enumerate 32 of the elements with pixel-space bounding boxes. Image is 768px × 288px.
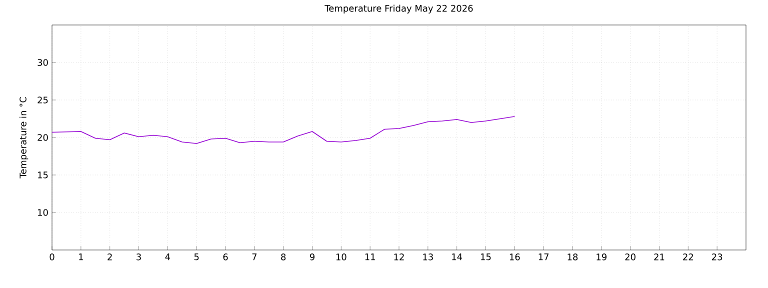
x-tick-label: 8 — [281, 254, 286, 260]
line-series — [52, 116, 516, 144]
x-tick-label: 19 — [596, 254, 607, 260]
x-tick-label: 4 — [165, 254, 170, 260]
y-axis-title: Temperature in °C — [19, 97, 28, 178]
x-tick-label: 0 — [50, 254, 54, 260]
x-tick-label: 15 — [481, 254, 491, 260]
x-tick-label: 1 — [79, 254, 83, 260]
x-tick-label: 6 — [223, 254, 228, 260]
y-tick-label: 15 — [38, 172, 48, 178]
x-tick-label: 13 — [423, 254, 433, 260]
x-tick-label: 18 — [568, 254, 578, 260]
x-tick-label: 5 — [194, 254, 199, 260]
y-tick-label: 25 — [38, 96, 48, 104]
x-tick-label: 22 — [683, 254, 693, 260]
x-tick-label: 23 — [712, 254, 722, 260]
x-tick-label: 17 — [538, 254, 549, 260]
x-tick-label: 3 — [136, 254, 141, 260]
x-tick-label: 11 — [365, 254, 375, 260]
x-tick-label: 12 — [394, 254, 404, 260]
x-tick-label: 2 — [108, 254, 112, 260]
x-tick-label: 21 — [654, 254, 664, 260]
x-tick-label: 7 — [252, 254, 257, 260]
y-tick-label: 30 — [38, 59, 48, 66]
y-tick-label: 10 — [38, 209, 48, 216]
x-tick-label: 16 — [510, 254, 520, 260]
x-tick-label: 20 — [625, 254, 636, 260]
x-tick-label: 14 — [452, 254, 462, 260]
y-tick-label: 20 — [38, 134, 48, 141]
chart-title: Temperature Friday May 22 2026 — [324, 4, 473, 14]
x-tick-label: 10 — [336, 254, 346, 260]
x-tick-label: 9 — [310, 254, 314, 260]
